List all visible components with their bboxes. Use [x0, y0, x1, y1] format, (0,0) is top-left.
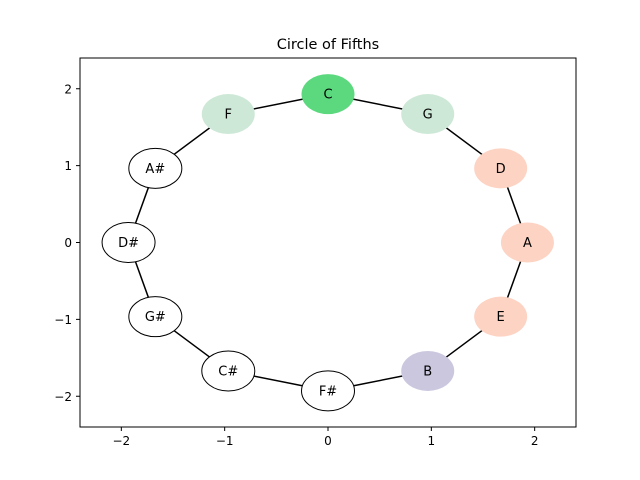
node-label-b: B [423, 364, 432, 379]
node-marker-c-sharp [201, 350, 256, 392]
node-marker-f-sharp [301, 370, 355, 412]
node-a: A [500, 222, 554, 263]
node-d: D [474, 148, 528, 189]
node-f: F [201, 94, 255, 135]
node-marker-f [201, 94, 255, 135]
node-g: G [401, 94, 455, 135]
y-tick-label: 1 [64, 159, 72, 173]
x-tick-label: −1 [216, 434, 234, 448]
node-a-sharp: A# [128, 147, 183, 189]
node-group: C G D A E B F# C# G# D# A# F [101, 74, 554, 412]
node-f-sharp: F# [301, 370, 355, 412]
edge-group [127, 93, 529, 392]
node-marker-a [500, 222, 554, 263]
node-label-d-sharp: D# [118, 236, 139, 251]
chart-title: Circle of Fifths [277, 37, 380, 53]
node-marker-e [474, 296, 528, 337]
node-g-sharp: G# [128, 296, 183, 338]
x-tick-label: −2 [112, 434, 130, 448]
node-label-e: E [497, 310, 505, 325]
node-label-c-sharp: C# [218, 364, 238, 379]
x-axis: −2 −1 0 1 2 [112, 427, 538, 448]
y-axis: −2 −1 0 1 2 [54, 82, 80, 404]
node-marker-d-sharp [101, 222, 156, 263]
y-tick-label: −2 [54, 390, 72, 404]
node-label-a: A [523, 236, 532, 251]
y-tick-label: 2 [64, 82, 72, 96]
node-marker-c [301, 74, 355, 115]
x-tick-label: 1 [428, 434, 436, 448]
y-tick-label: −1 [54, 313, 72, 327]
node-marker-g-sharp [128, 296, 183, 338]
x-tick-label: 0 [324, 434, 332, 448]
node-marker-g [401, 94, 455, 135]
node-label-d: D [496, 162, 506, 177]
y-tick-label: 0 [64, 236, 72, 250]
node-marker-d [474, 148, 528, 189]
node-e: E [474, 296, 528, 337]
node-label-f: F [225, 108, 232, 123]
node-label-c: C [323, 88, 332, 103]
node-label-g: G [423, 108, 433, 123]
node-marker-a-sharp [128, 147, 183, 189]
x-tick-label: 2 [531, 434, 539, 448]
node-label-g-sharp: G# [145, 310, 166, 325]
node-d-sharp: D# [101, 222, 156, 263]
node-label-a-sharp: A# [145, 162, 165, 177]
node-c: C [301, 74, 355, 115]
node-label-f-sharp: F# [319, 384, 337, 399]
node-b: B [401, 350, 455, 391]
node-marker-b [401, 350, 455, 391]
node-c-sharp: C# [201, 350, 256, 392]
